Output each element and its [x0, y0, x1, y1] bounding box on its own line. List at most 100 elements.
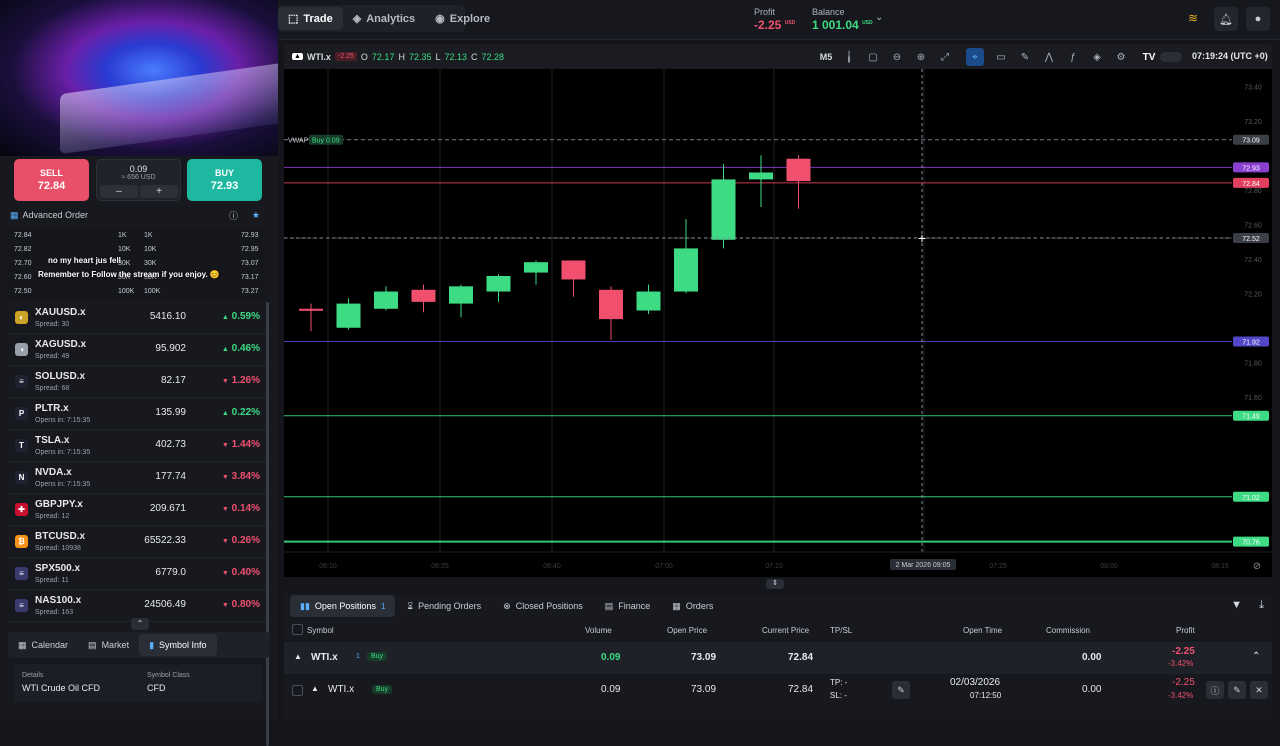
crosshair-icon[interactable]: ⌖: [966, 48, 984, 66]
open-positions-icon: ▮▮: [300, 600, 310, 611]
price-label: 73.09: [1242, 138, 1260, 145]
position-row[interactable]: ▲ WTI.x Buy 0.09 73.09 72.84 TP: - SL: -…: [284, 674, 1272, 706]
collapse-chevron-icon[interactable]: ⌃: [1252, 651, 1261, 662]
tab-symbol-info[interactable]: ▮ Symbol Info: [139, 634, 217, 656]
decrease-button[interactable]: –: [100, 185, 138, 198]
edit-icon[interactable]: ✎: [1228, 681, 1246, 699]
tab-trade[interactable]: ⬚ Trade: [278, 7, 343, 30]
order-book-row: 72.50 100K 100K 73.27: [14, 288, 259, 295]
position-group-row[interactable]: ▲ WTI.x 1 Buy 0.09 73.09 72.84 0.00 -2.2…: [284, 642, 1272, 674]
symbol-ohlc: ▲ WTI.x -2.25 O 72.17 H 72.35 L 72.13 C 72.2…: [292, 51, 505, 62]
pencil-icon[interactable]: ✎: [1020, 51, 1030, 63]
tradingview-logo-icon: TV: [1142, 51, 1156, 63]
increase-button[interactable]: +: [140, 185, 178, 198]
price-label: 72.93: [1242, 165, 1260, 172]
symbol-logo-icon: ▲: [294, 652, 302, 661]
closed-icon: ⊗: [503, 600, 511, 611]
select-all-checkbox[interactable]: [292, 624, 303, 635]
pending-icon: ⏳︎: [407, 600, 414, 611]
bell-icon[interactable]: 🔔︎: [1214, 7, 1238, 31]
theme-toggle[interactable]: [1160, 52, 1182, 62]
positions-tabs: ▮▮ Open Positions 1 ⏳︎ Pending Orders ⊗ Clos…: [284, 594, 1272, 618]
buy-button[interactable]: BUY 72.93: [187, 159, 262, 201]
price-label-box: [1233, 491, 1269, 502]
resize-handle-icon[interactable]: ⇕: [766, 579, 784, 589]
webcam-overlay: [0, 0, 278, 156]
chevron-down-icon[interactable]: ⌄: [875, 12, 884, 23]
crosshair-time-box: [890, 559, 956, 570]
zoom-out-icon[interactable]: ⊖: [892, 51, 902, 63]
advanced-order-icon: ▦: [10, 209, 19, 220]
quantity-usd: ≈ 656 USD: [121, 174, 156, 181]
candle-body: [786, 158, 811, 182]
nav-tabs: ⬚ Trade ◈ Analytics ◉ Explore: [278, 5, 490, 32]
advanced-order-row[interactable]: ▦ Advanced Order ⓘ ★: [10, 209, 260, 221]
rectangle-icon[interactable]: ▢: [868, 51, 878, 63]
tab-calendar[interactable]: ▦ Calendar: [18, 639, 69, 651]
tesla-icon: T: [15, 439, 28, 452]
balance-summary: Balance 1 001.04 USD: [812, 7, 873, 32]
candle-body: [561, 260, 586, 280]
tab-open-positions[interactable]: ▮▮ Open Positions 1: [290, 595, 396, 617]
settings-icon[interactable]: ⚙: [1116, 51, 1126, 63]
chart-symbol[interactable]: WTI.x: [306, 51, 331, 62]
filter-icon[interactable]: ▼: [1231, 599, 1242, 611]
watchlist-item[interactable]: ✚ GBPJPY.x Spread: 12 209.671 ▼ 0.14%: [8, 494, 266, 526]
tab-finance[interactable]: ▤ Finance: [604, 600, 651, 612]
collapse-chevron-icon[interactable]: ⌃: [131, 618, 149, 630]
candle-body: [336, 303, 361, 328]
watchlist-item[interactable]: N NVDA.x Opens in: 7:15:35 177.74 ▼ 3.84…: [8, 462, 266, 494]
watchlist-item[interactable]: ₿ BTCUSD.x Spread: 10938 65522.33 ▼ 0.26…: [8, 526, 266, 558]
row-checkbox[interactable]: [292, 685, 303, 696]
edit-tpsl-icon[interactable]: ✎: [892, 681, 910, 699]
gbp-flag-icon: ✚: [15, 503, 28, 516]
watchlist-item[interactable]: P PLTR.x Opens in: 7:15:35 135.99 ▲ 0.22…: [8, 398, 266, 430]
quantity-stepper[interactable]: 0.09 ≈ 656 USD – +: [96, 159, 181, 201]
quantity-value[interactable]: 0.09: [129, 164, 148, 174]
close-position-icon[interactable]: ✕: [1250, 681, 1268, 699]
watchlist-item[interactable]: ◑ XAGUSD.x Spread: 49 95.902 ▲ 0.46%: [8, 334, 266, 366]
candle-body: [711, 179, 736, 240]
fit-icon[interactable]: ⤢: [941, 51, 949, 63]
orders-icon: ▦: [672, 600, 681, 611]
tab-market[interactable]: ▤ Market: [88, 639, 130, 651]
watchlist-item[interactable]: ◐ XAUUSD.x Spread: 30 5416.10 ▲ 0.59%: [8, 302, 266, 334]
chart-toolbar: ▲ WTI.x -2.25 O 72.17 H 72.35 L 72.13 C 72.2…: [284, 44, 1272, 69]
chart-canvas[interactable]: 73.6073.4073.2072.8072.6072.4072.2071.80…: [284, 50, 1272, 577]
price-chart[interactable]: 73.6073.4073.2072.8072.6072.4072.2071.80…: [284, 50, 1272, 577]
candle-body: [486, 276, 511, 292]
zoom-in-icon[interactable]: ⊕: [916, 51, 926, 63]
watchlist-item[interactable]: ≡ SOLUSD.x Spread: 68 82.17 ▼ 1.26%: [8, 366, 266, 398]
tab-analytics[interactable]: ◈ Analytics: [352, 12, 416, 26]
star-icon[interactable]: ★: [251, 209, 260, 220]
info-icon[interactable]: ⓘ: [228, 210, 238, 221]
watchlist-item[interactable]: ≡ SPX500.x Spread: 11 6779.0 ▼ 0.40%: [8, 558, 266, 590]
nvidia-icon: N: [15, 471, 28, 484]
explore-icon: ◉: [435, 13, 445, 25]
y-tick-label: 72.60: [1244, 222, 1262, 229]
arrow-up-icon: ▲: [221, 346, 229, 353]
tab-explore[interactable]: ◉ Explore: [435, 12, 491, 26]
y-tick-label: 73.40: [1244, 84, 1262, 91]
info-icon[interactable]: ⓘ: [1206, 681, 1224, 699]
arrow-down-icon: ▼: [221, 474, 229, 481]
indicators-icon[interactable]: ƒ: [1070, 51, 1076, 63]
watchlist-scrollbar[interactable]: [266, 302, 269, 746]
candles-icon[interactable]: ╽: [845, 51, 853, 63]
y-tick-label: 72.20: [1244, 291, 1262, 298]
user-icon[interactable]: ●: [1246, 7, 1270, 31]
silver-icon: ◑: [15, 343, 28, 356]
tab-pending-orders[interactable]: ⏳︎ Pending Orders: [407, 600, 482, 612]
tab-orders[interactable]: ▦ Orders: [672, 600, 714, 612]
tab-closed-positions[interactable]: ⊗ Closed Positions: [503, 600, 583, 612]
layers-icon[interactable]: ◈: [1093, 51, 1101, 63]
x-tick-label: 07:10: [765, 563, 783, 570]
watchlist-item[interactable]: T TSLA.x Opens in: 7:15:35 402.73 ▼ 1.44…: [8, 430, 266, 462]
y-tick-label: 72.40: [1244, 257, 1262, 264]
sell-button[interactable]: SELL 72.84: [14, 159, 89, 201]
patterns-icon[interactable]: ⋀: [1044, 51, 1054, 63]
x-tick-label: 08:00: [1100, 563, 1118, 570]
download-icon[interactable]: ⤓: [1259, 599, 1264, 611]
timeframe-selector[interactable]: M5: [819, 52, 833, 62]
ruler-icon[interactable]: ▭: [996, 51, 1006, 63]
